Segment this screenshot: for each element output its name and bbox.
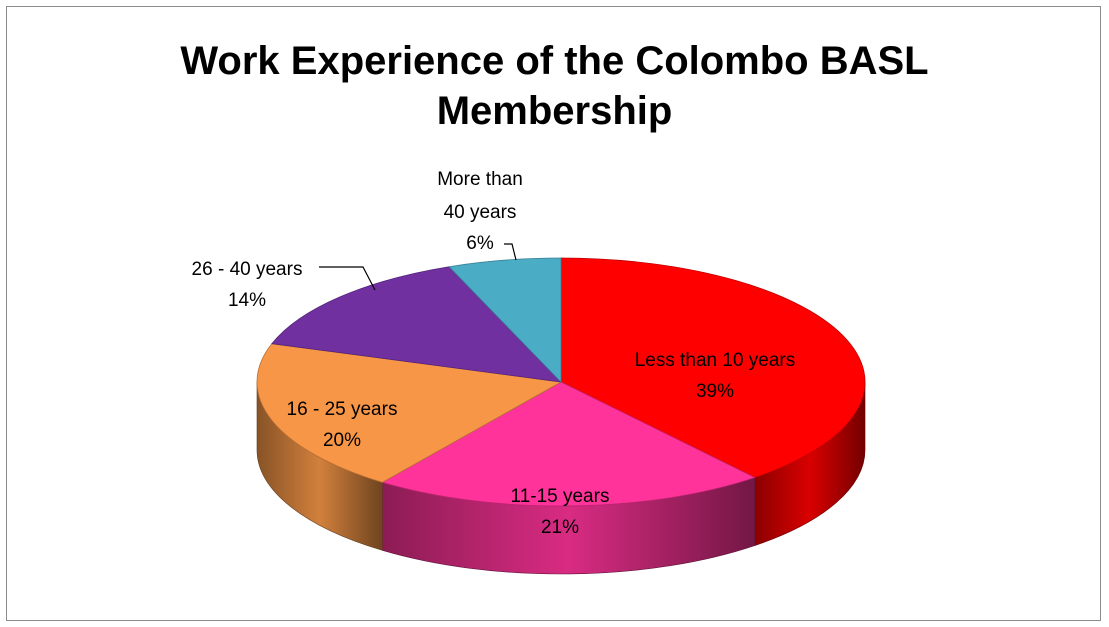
data-label-percent-16-25-years: 20% [323, 430, 361, 451]
data-label-category-11-15-years: 11-15 years [511, 486, 610, 507]
data-label-percent-26-40-years: 14% [228, 290, 266, 311]
pie-slice-16-25-years [256, 343, 563, 483]
data-label-percent-more-than-40-years: 6% [466, 233, 494, 254]
data-label-category-16-25-years: 16 - 25 years [287, 399, 398, 420]
data-label-category-26-40-years: 26 - 40 years [192, 259, 303, 280]
data-label-category-less-than-10-years: Less than 10 years [635, 350, 796, 371]
leader-lines [319, 243, 517, 291]
chart-title: Work Experience of the Colombo BASL Memb… [0, 36, 1109, 136]
pie-slice-less-than-10-years [560, 257, 866, 478]
chart-title-line-1: Work Experience of the Colombo BASL [180, 39, 929, 83]
data-label-percent-less-than-10-years: 39% [696, 381, 734, 402]
chart-title-line-2: Membership [436, 89, 673, 133]
pie-slice-26-40-years [271, 266, 563, 383]
leader-line-26-40-years [319, 266, 376, 291]
pie-slice-11-15-years [381, 381, 756, 507]
leader-line-more-than-40-years [504, 243, 517, 261]
data-label-percent-11-15-years: 21% [541, 517, 579, 538]
data-label-category-more-than-40-years: 40 years [444, 202, 517, 223]
data-labels: Less than 10 years 39% 11-15 years 21% 16 - … [192, 169, 796, 538]
pie-slices [256, 257, 866, 507]
data-label-category-more-than-40-years: More than [437, 169, 523, 190]
pie-slice-more-than-40-years [448, 257, 562, 383]
